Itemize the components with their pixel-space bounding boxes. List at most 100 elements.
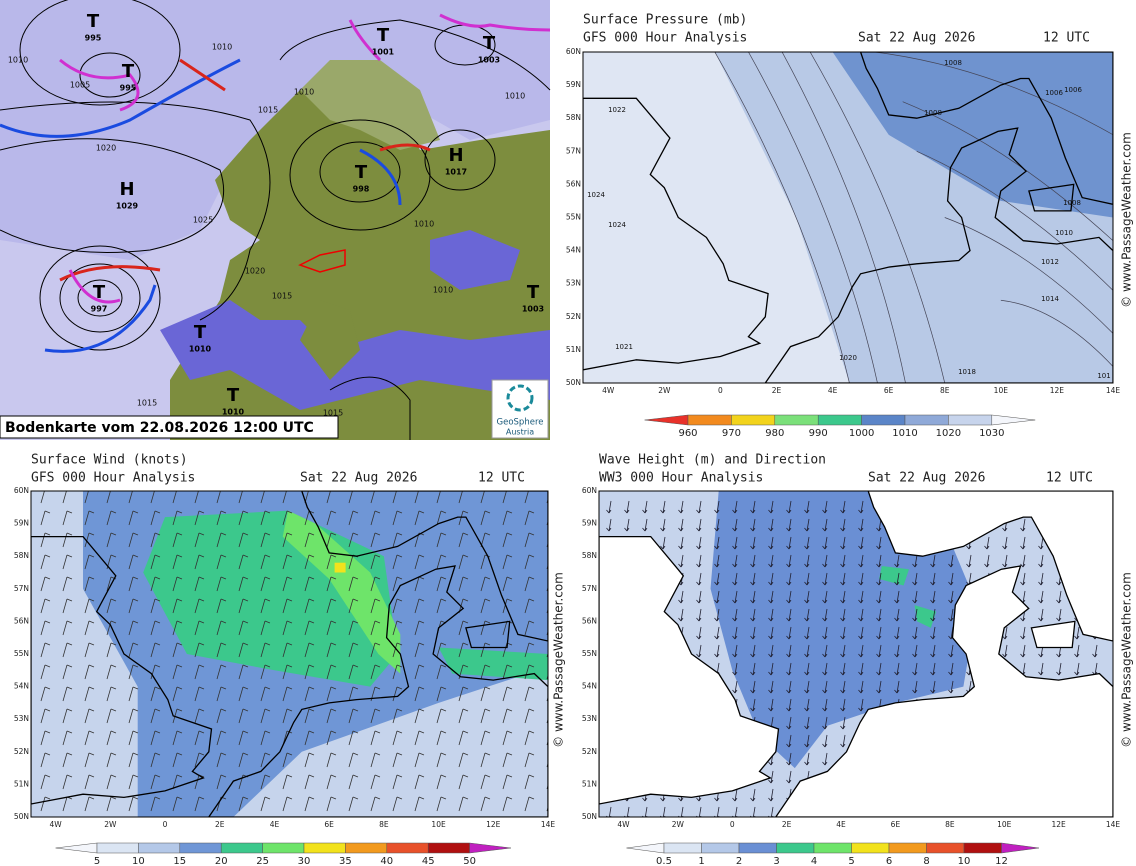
land-north	[300, 60, 440, 150]
wave-arrow	[930, 626, 936, 640]
lon-label: 0	[730, 820, 735, 829]
wave-arrow	[858, 554, 864, 568]
lat-label: 54N	[14, 682, 29, 691]
wind-barb	[84, 730, 95, 746]
wave-arrow	[732, 662, 738, 676]
wave-arrow	[768, 518, 774, 532]
wind-barb	[260, 576, 271, 592]
wave-arrow	[750, 608, 756, 622]
wind-barb	[62, 510, 73, 526]
colorbar-segment	[991, 414, 1036, 426]
wave-arrow	[840, 680, 846, 694]
wind-barb	[414, 620, 425, 636]
wave-arrow	[1020, 554, 1026, 568]
coastline	[764, 127, 1113, 383]
wave-arrow	[750, 518, 756, 532]
wave-arrow	[786, 608, 792, 622]
colorbar-label: 970	[722, 428, 741, 439]
wind-barb	[436, 510, 447, 526]
panel-time: 12 UTC	[1043, 31, 1090, 46]
centre-pressure: 1017	[445, 168, 467, 177]
wind-barb	[260, 554, 271, 570]
wind-barb	[106, 620, 117, 636]
wind-barb	[238, 576, 249, 592]
coastline	[208, 565, 548, 817]
wind-barb	[216, 752, 227, 768]
wave-arrow	[948, 680, 954, 694]
lon-label: 8E	[940, 386, 950, 395]
wind-barb	[326, 642, 337, 658]
wave-arrow	[696, 644, 702, 658]
wind-field	[438, 647, 548, 681]
wind-barb	[348, 664, 359, 680]
wind-barb	[348, 642, 359, 658]
wind-barb	[304, 774, 315, 790]
wind-barb	[436, 642, 447, 658]
lat-label: 56N	[14, 616, 29, 625]
wave-arrow	[750, 554, 756, 568]
wind-barb	[326, 664, 337, 680]
wave-arrow	[930, 590, 936, 604]
wave-arrow	[768, 626, 774, 640]
isobar-label: 1020	[245, 267, 265, 276]
logo-icon	[506, 384, 534, 412]
wind-barb	[282, 686, 293, 702]
occlusion	[68, 269, 121, 304]
lat-label: 51N	[566, 345, 581, 354]
pressure-centre: T	[527, 282, 540, 303]
wave-arrow	[714, 608, 720, 622]
isobar-label: 1010	[212, 43, 232, 52]
wave-arrow	[822, 554, 828, 568]
wave-arrow	[1020, 536, 1026, 550]
colorbar-label: 1	[698, 856, 704, 866]
wind-barb	[260, 796, 271, 812]
isobar-label: 1010	[433, 286, 453, 295]
wave-arrow	[696, 536, 702, 550]
wind-barb	[172, 576, 183, 592]
wind-barb	[194, 686, 205, 702]
wind-barb	[128, 752, 139, 768]
wind-barb	[40, 796, 51, 812]
forecast-panel: Surface Wind (knots) GFS 000 Hour Analysi…	[14, 453, 566, 866]
lon-label: 12E	[1051, 820, 1066, 829]
wind-barb	[172, 664, 183, 680]
wind-barb	[414, 576, 425, 592]
wind-barb	[304, 752, 315, 768]
wind-barb	[150, 620, 161, 636]
wind-field	[334, 562, 346, 573]
wind-barb	[62, 730, 73, 746]
colorbar-segment	[738, 842, 777, 854]
wind-barb	[502, 532, 513, 548]
wave-arrow	[858, 626, 864, 640]
lon-label: 2E	[772, 386, 782, 395]
wave-arrow	[1020, 626, 1026, 640]
wave-arrow	[822, 644, 828, 658]
wave-arrow	[786, 536, 792, 550]
pressure-centre: T	[87, 11, 100, 32]
colorbar-label: 40	[380, 856, 393, 866]
wind-barb	[502, 576, 513, 592]
wave-arrow	[912, 590, 918, 604]
wind-barb	[436, 686, 447, 702]
lon-label: 12E	[1050, 386, 1065, 395]
lon-label: 0	[163, 820, 168, 829]
occlusion	[59, 58, 140, 112]
wind-barb	[62, 554, 73, 570]
wave-arrow	[732, 536, 738, 550]
wind-barb	[304, 730, 315, 746]
wave-arrow	[840, 716, 846, 730]
wave-arrow	[714, 518, 720, 532]
wave-arrow	[696, 608, 702, 622]
wave-arrow	[912, 644, 918, 658]
wave-arrow	[876, 572, 882, 586]
wave-arrow	[696, 500, 702, 514]
wind-barb	[128, 510, 139, 526]
wind-barb	[370, 620, 381, 636]
wind-barb	[84, 686, 95, 702]
wave-arrow	[768, 590, 774, 604]
wind-barb	[40, 598, 51, 614]
isobar-label: 1015	[258, 106, 278, 115]
wind-barb	[502, 664, 513, 680]
pressure-field	[832, 52, 1113, 218]
wave-arrow	[804, 734, 810, 748]
